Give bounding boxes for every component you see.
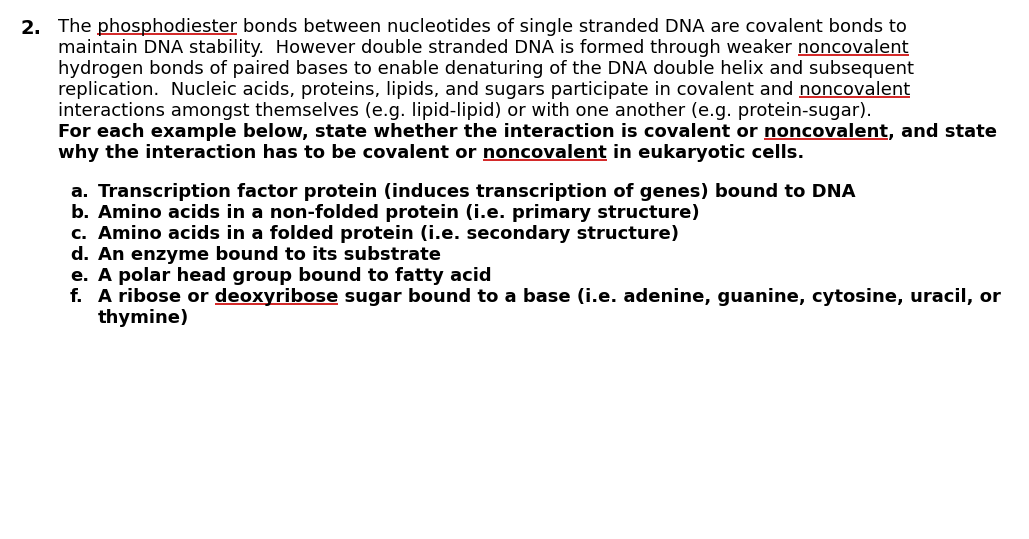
- Text: f.: f.: [70, 288, 83, 306]
- Text: hydrogen bonds of paired bases to enable denaturing of the DNA double helix and : hydrogen bonds of paired bases to enable…: [58, 60, 914, 78]
- Text: The phosphodiester bonds between nucleotides of single stranded DNA are covalent: The phosphodiester bonds between nucleot…: [58, 18, 907, 36]
- Text: b.: b.: [70, 204, 90, 222]
- Text: d.: d.: [70, 246, 90, 264]
- Text: An enzyme bound to its substrate: An enzyme bound to its substrate: [98, 246, 441, 264]
- Text: thymine): thymine): [98, 309, 189, 327]
- Text: e.: e.: [70, 267, 90, 285]
- Text: why the interaction has to be covalent or noncovalent in eukaryotic cells.: why the interaction has to be covalent o…: [58, 144, 805, 162]
- Text: A ribose or deoxyribose sugar bound to a base (i.e. adenine, guanine, cytosine, : A ribose or deoxyribose sugar bound to a…: [98, 288, 1001, 306]
- Text: For each example below, state whether the interaction is covalent or noncovalent: For each example below, state whether th…: [58, 123, 997, 141]
- Text: replication.  Nucleic acids, proteins, lipids, and sugars participate in covalen: replication. Nucleic acids, proteins, li…: [58, 81, 911, 99]
- Text: Amino acids in a folded protein (i.e. secondary structure): Amino acids in a folded protein (i.e. se…: [98, 225, 679, 243]
- Text: Amino acids in a non-folded protein (i.e. primary structure): Amino acids in a non-folded protein (i.e…: [98, 204, 700, 222]
- Text: 2.: 2.: [20, 19, 41, 38]
- Text: a.: a.: [70, 183, 88, 201]
- Text: c.: c.: [70, 225, 87, 243]
- Text: Transcription factor protein (induces transcription of genes) bound to DNA: Transcription factor protein (induces tr…: [98, 183, 855, 201]
- Text: maintain DNA stability.  However double stranded DNA is formed through weaker no: maintain DNA stability. However double s…: [58, 39, 909, 57]
- Text: A polar head group bound to fatty acid: A polar head group bound to fatty acid: [98, 267, 492, 285]
- Text: interactions amongst themselves (e.g. lipid-lipid) or with one another (e.g. pro: interactions amongst themselves (e.g. li…: [58, 102, 872, 120]
